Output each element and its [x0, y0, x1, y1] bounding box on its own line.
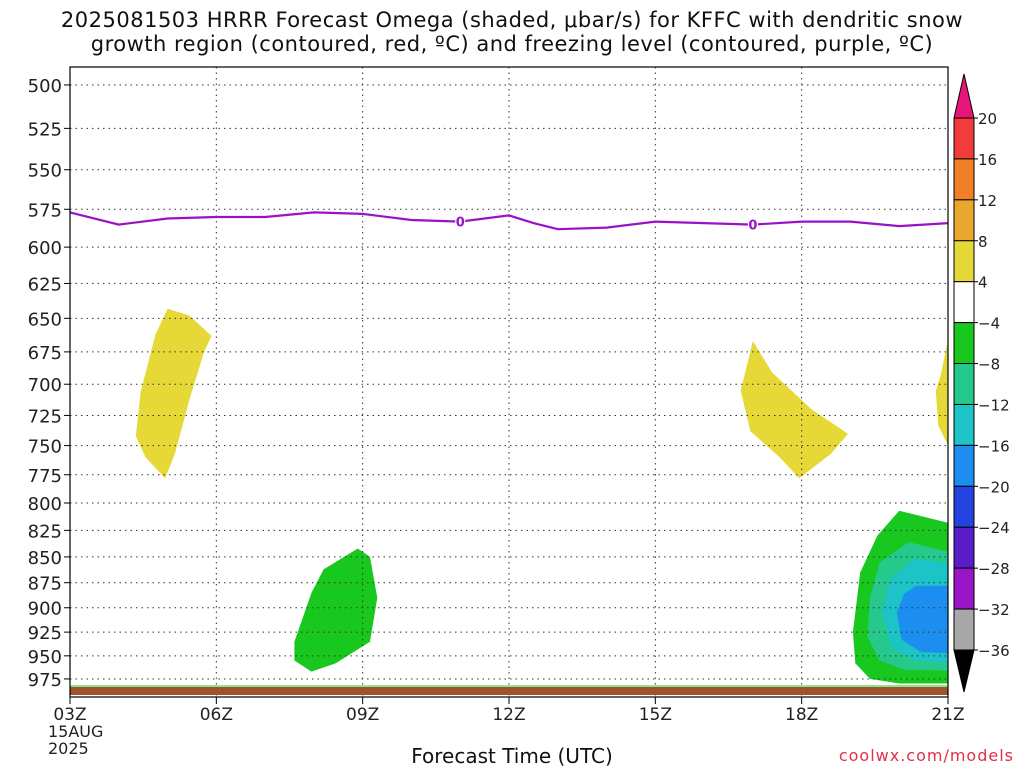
- omega-region-1: [135, 308, 212, 479]
- y-tick-label-850: 850: [28, 548, 62, 569]
- y-tick-label-500: 500: [28, 76, 62, 97]
- credit-text: coolwx.com/models: [838, 746, 1014, 765]
- freezing-level-line: [69, 211, 949, 231]
- colorbar-label-0: 20: [978, 110, 997, 128]
- chart-title-line-2: growth region (contoured, red, ºC) and f…: [90, 32, 934, 56]
- y-tick-label-575: 575: [28, 200, 62, 221]
- colorbar-label-13: −36: [978, 642, 1010, 660]
- y-tick-label-725: 725: [28, 406, 62, 427]
- colorbar-arrow-bottom: [953, 649, 975, 693]
- y-tick-label-800: 800: [28, 494, 62, 515]
- colorbar-label-10: −24: [978, 519, 1010, 537]
- y-tick-label-625: 625: [28, 274, 62, 295]
- y-tick-label-600: 600: [28, 238, 62, 259]
- y-tick-label-950: 950: [28, 647, 62, 668]
- colorbar-label-11: −28: [978, 560, 1010, 578]
- colorbar-bin-3: [953, 199, 975, 242]
- y-tick-label-650: 650: [28, 309, 62, 330]
- x-tick-label-03Z: 03Z: [53, 705, 86, 725]
- freezing-level-label-bg: [455, 214, 466, 229]
- x-year-label: 2025: [48, 739, 89, 758]
- x-tick-label-09Z: 09Z: [346, 705, 379, 725]
- x-date-label: 15AUG: [48, 722, 103, 741]
- colorbar-bin-5: [953, 281, 975, 324]
- x-tick-label-06Z: 06Z: [200, 705, 233, 725]
- surface-strip: [70, 687, 948, 695]
- freezing-level-label-2: 0: [748, 219, 757, 234]
- colorbar-label-4: 4: [978, 274, 988, 292]
- y-tick-label-700: 700: [28, 375, 62, 396]
- x-tick-label-18Z: 18Z: [785, 705, 818, 725]
- freezing-level-label-1: 0: [456, 216, 465, 231]
- colorbar-bin-4: [953, 240, 975, 283]
- colorbar-bin-13: [953, 608, 975, 651]
- colorbar-arrow-top: [953, 73, 975, 119]
- y-tick-label-525: 525: [28, 119, 62, 140]
- colorbar-bin-2: [953, 158, 975, 201]
- colorbar-bin-10: [953, 485, 975, 528]
- colorbar-bin-7: [953, 363, 975, 405]
- y-tick-label-875: 875: [28, 574, 62, 595]
- colorbar-bin-6: [953, 322, 975, 365]
- colorbar-label-6: −8: [978, 356, 1000, 374]
- colorbar-label-2: 12: [978, 192, 997, 210]
- omega-region-3: [935, 339, 948, 446]
- freezing-level-label-bg: [747, 217, 758, 232]
- x-tick-label-15Z: 15Z: [639, 705, 672, 725]
- y-tick-label-675: 675: [28, 343, 62, 364]
- y-tick-label-925: 925: [28, 623, 62, 644]
- x-tick-label-12Z: 12Z: [492, 705, 525, 725]
- colorbar-label-5: −4: [978, 315, 1000, 333]
- colorbar-label-3: 8: [978, 233, 988, 251]
- y-tick-label-900: 900: [28, 599, 62, 620]
- y-tick-label-825: 825: [28, 521, 62, 542]
- colorbar-label-7: −12: [978, 396, 1010, 414]
- colorbar-label-8: −16: [978, 437, 1010, 455]
- x-axis-label: Forecast Time (UTC): [411, 744, 613, 768]
- colorbar-bin-12: [953, 567, 975, 610]
- colorbar-bin-11: [953, 526, 975, 569]
- y-tick-label-550: 550: [28, 161, 62, 182]
- y-tick-label-775: 775: [28, 466, 62, 487]
- chart-title-line-1: 2025081503 HRRR Forecast Omega (shaded, …: [60, 8, 964, 32]
- colorbar-bin-1: [953, 117, 975, 160]
- y-tick-label-750: 750: [28, 437, 62, 458]
- y-tick-label-975: 975: [28, 670, 62, 691]
- x-tick-label-21Z: 21Z: [931, 705, 964, 725]
- colorbar-label-1: 16: [978, 151, 997, 169]
- omega-region-8: [896, 585, 948, 653]
- colorbar-label-12: −32: [978, 601, 1010, 619]
- omega-region-2: [740, 341, 848, 479]
- omega-region-4: [294, 548, 378, 672]
- colorbar-bin-9: [953, 444, 975, 487]
- colorbar-label-9: −20: [978, 478, 1010, 496]
- colorbar-bin-8: [953, 403, 975, 446]
